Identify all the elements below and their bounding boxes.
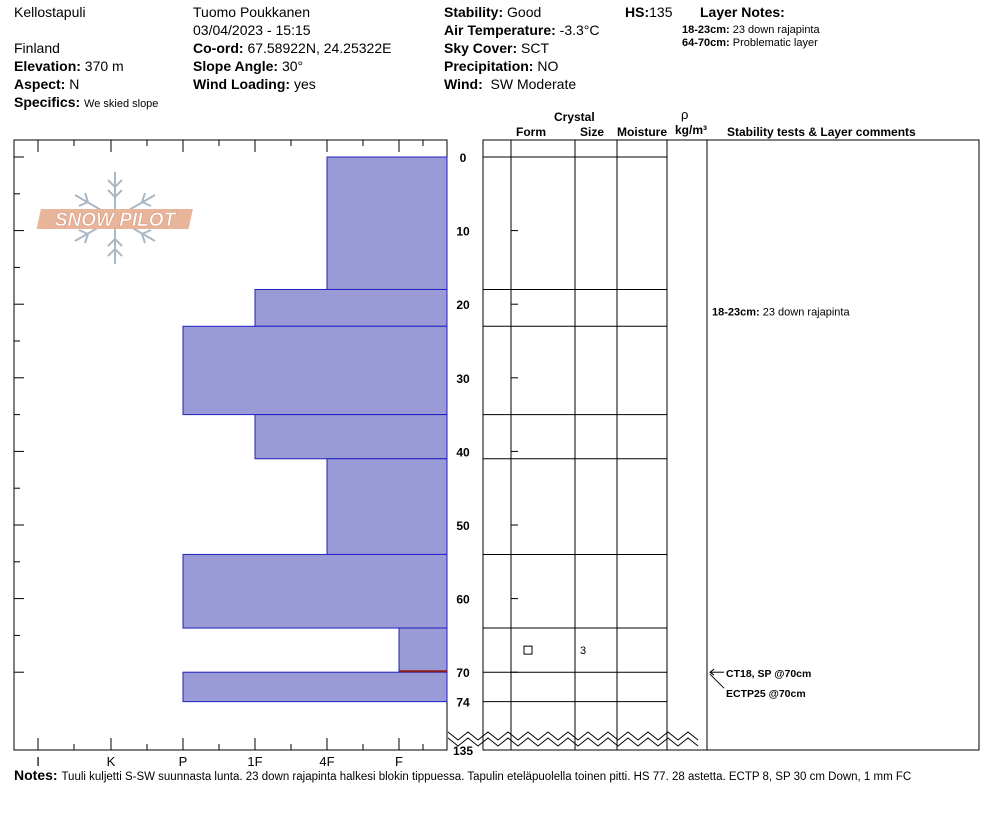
stability-value: Good [507, 4, 542, 20]
depth-label-74: 74 [456, 696, 470, 710]
size-header: Size [580, 125, 605, 139]
hardness-bar-6 [398, 627, 448, 673]
crystal-grid-frame [482, 139, 708, 751]
specifics-value: We skied slope [84, 98, 159, 110]
depth-label-30: 30 [456, 372, 470, 386]
hardness-bar-0 [326, 156, 448, 290]
hardness-bar-3 [254, 414, 448, 460]
air-temp-field: Air Temperature: -3.3°C [444, 22, 600, 38]
wind-loading-field: Wind Loading: yes [193, 76, 316, 92]
observation-datetime: 03/04/2023 - 15:15 [193, 22, 311, 38]
hardness-label-K: K [107, 754, 116, 769]
test-arrow-ectp [709, 673, 725, 689]
wind-value: SW Moderate [490, 76, 577, 92]
notes-field: Notes: Tuuli kuljetti S-SW suunnasta lun… [14, 767, 912, 783]
comments-frame [706, 139, 980, 751]
depth-label-70: 70 [456, 666, 470, 680]
wind-loading-value: yes [293, 76, 316, 92]
density-unit-header: kg/m³ [675, 123, 708, 137]
comments-header: Stability tests & Layer comments [727, 125, 916, 139]
logo-text: SNOW PILOT [55, 210, 177, 231]
hardness-label-F: F [395, 754, 403, 769]
test-arrowhead-ct [709, 668, 715, 676]
hardness-bar-4 [326, 458, 448, 555]
depth-label-20: 20 [456, 298, 470, 312]
precipitation-field: Precipitation: NO [444, 58, 559, 74]
aspect-field: Aspect: N [14, 76, 80, 92]
slope-angle-value: 30° [281, 58, 304, 74]
coord-field: Co-ord: 67.58922N, 24.25322E [193, 40, 392, 56]
sky-cover-value: SCT [521, 40, 550, 56]
layer-notes-title: Layer Notes: [700, 4, 785, 20]
depth-break-lower [447, 737, 699, 747]
hardness-label-P: P [179, 754, 188, 769]
layer-note-2: 64-70cm: Problematic layer [682, 37, 818, 49]
elevation-field: Elevation: 370 m [14, 58, 124, 74]
layer-note-1: 18-23cm: 23 down rajapinta [682, 24, 820, 36]
hardness-bar-1 [254, 288, 448, 327]
air-temp-value: -3.3°C [559, 22, 600, 38]
crystal-size-value: 3 [580, 645, 586, 657]
precipitation-value: NO [537, 58, 559, 74]
hardness-bar-2 [182, 325, 448, 416]
depth-label-10: 10 [456, 225, 470, 239]
crystal-header: Crystal [554, 110, 595, 124]
density-symbol: ρ [681, 107, 689, 122]
coord-value: 67.58922N, 24.25322E [247, 40, 392, 56]
specifics-field: Specifics: We skied slope [14, 94, 159, 110]
depth-break-upper [447, 731, 699, 741]
hardness-label-4F: 4F [319, 754, 334, 769]
slope-angle-field: Slope Angle: 30° [193, 58, 304, 74]
crystal-form-facets-icon [523, 645, 533, 655]
depth-label-50: 50 [456, 519, 470, 533]
elevation-value: 370 m [84, 58, 124, 74]
aspect-value: N [69, 76, 80, 92]
hs-field: HS:135 [625, 4, 673, 20]
layer-comment-18-23: 18-23cm: 23 down rajapinta [712, 307, 850, 319]
moisture-header: Moisture [617, 125, 668, 139]
stability-field: Stability: Good [444, 4, 542, 20]
snow-profile-diagram: SNOW PILOT 0 10 20 30 40 50 60 70 74 135 3 18-23c… [13, 139, 980, 769]
stability-test-0: CT18, SP @70cm [726, 668, 811, 680]
notes-text: Tuuli kuljetti S-SW suunnasta lunta. 23 … [61, 771, 912, 783]
stability-test-1: ECTP25 @70cm [726, 688, 806, 700]
hardness-bar-7 [182, 671, 448, 703]
wind-field: Wind: SW Moderate [444, 76, 577, 92]
depth-label-60: 60 [456, 593, 470, 607]
depth-label-0: 0 [460, 151, 467, 165]
hardness-label-1F: 1F [247, 754, 262, 769]
depth-label-40: 40 [456, 445, 470, 459]
hardness-label-I: I [36, 754, 40, 769]
sky-cover-field: Sky Cover: SCT [444, 40, 550, 56]
snowpilot-logo: SNOW PILOT [36, 172, 193, 264]
form-header: Form [516, 125, 546, 139]
location-name: Kellostapuli [14, 4, 86, 20]
depth-label-135: 135 [453, 744, 473, 758]
hs-value: 135 [649, 4, 673, 20]
observer-name: Tuomo Poukkanen [193, 4, 310, 20]
hardness-bar-5 [182, 553, 448, 629]
country: Finland [14, 40, 60, 56]
